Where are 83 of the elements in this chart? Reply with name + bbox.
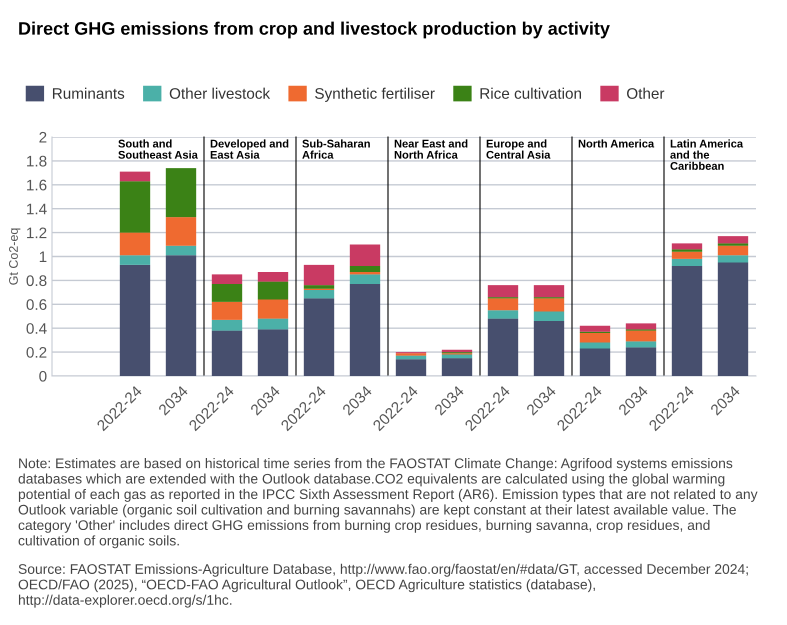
bar <box>350 266 380 272</box>
bar <box>534 311 564 322</box>
bar <box>350 274 380 284</box>
bar <box>258 329 288 376</box>
bar <box>580 326 610 332</box>
bar <box>672 258 702 266</box>
y-tick-label: 1.8 <box>27 156 46 167</box>
legend-label: Other livestock <box>170 88 270 99</box>
bar <box>442 350 472 352</box>
text: Note: Estimates are based on historical time series from the FAOSTAT Climate Change: Agrifood systems emissions databases which are extended with the Outlook database.CO2 equivalents are calculated using the global warming potential of each gas as reported in the IPCC Sixth Assessment Report (AR6). Emission types that are not related to any Outlook variable (organic soil cultivation and burning savannahs) are kept constant at their latest available value. The category 'Other' includes direct GHG emissions from burning crop residues, burning savanna, crop residues, and cultivation of organic soils. <box>18 458 758 548</box>
bar <box>166 255 196 376</box>
y-axis-title: Gt Co2-eq <box>9 228 20 285</box>
bar <box>580 348 610 376</box>
source-note: Source: FAOSTAT Emissions-Agriculture Database, http://www.fao.org/faostat/en/#data/GT, accessed December 2024; OECD/FAO (2025), “OECD-FAO Agricultural Outlook”, OECD Agriculture statistics (database), http://data-explorer.oecd.org/s/1hc. <box>18 564 748 608</box>
bar <box>672 266 702 376</box>
bar <box>626 323 656 330</box>
bar <box>442 358 472 376</box>
y-tick-label: 1.4 <box>27 204 47 214</box>
bar <box>304 290 334 298</box>
y-tick-label: 1.2 <box>27 227 46 238</box>
text: Sub-Saharan Africa <box>302 139 370 159</box>
text: Europe and Central Asia <box>486 139 550 159</box>
bar <box>166 217 196 246</box>
bar <box>166 168 196 218</box>
bar <box>120 264 150 376</box>
y-tick-label: 0.8 <box>26 275 46 286</box>
bar <box>212 302 242 320</box>
bar <box>258 300 288 319</box>
bar <box>258 272 288 282</box>
text: Latin America and the Caribbean <box>670 139 744 170</box>
bar <box>718 236 748 244</box>
bar <box>626 341 656 348</box>
bar <box>396 359 426 376</box>
bar <box>304 264 334 286</box>
bar <box>488 310 518 319</box>
y-tick-label: 0.4 <box>26 323 47 334</box>
bar <box>718 246 748 256</box>
legend-label: Synthetic fertiliser <box>315 88 435 102</box>
y-tick-label: 2 <box>39 132 46 143</box>
text: Developed and East Asia <box>210 139 288 159</box>
bar <box>120 232 150 256</box>
bar <box>580 332 610 343</box>
y-tick-label: 0 <box>39 370 47 382</box>
legend-label: Ruminants <box>52 88 124 99</box>
bar <box>580 342 610 349</box>
bar <box>672 243 702 250</box>
bar <box>350 284 380 376</box>
bar <box>304 298 334 376</box>
bar <box>304 285 334 289</box>
bar <box>212 284 242 302</box>
bar <box>350 244 380 266</box>
bar <box>718 262 748 376</box>
legend-label: Rice cultivation <box>480 88 582 99</box>
text: South and Southeast Asia <box>118 139 198 159</box>
y-tick-label: 1.6 <box>27 180 46 190</box>
legend-label: Other <box>627 88 664 99</box>
bar <box>534 321 564 376</box>
bar <box>258 318 288 330</box>
bar <box>120 255 150 265</box>
bar <box>212 330 242 376</box>
bar <box>534 285 564 298</box>
bar <box>166 246 196 256</box>
chart-subtitle: North America <box>578 139 654 148</box>
bar <box>442 354 472 358</box>
bar <box>258 282 288 300</box>
bar <box>534 298 564 312</box>
bar <box>212 320 242 331</box>
bar <box>718 255 748 262</box>
bar <box>212 274 242 284</box>
bar <box>626 330 656 342</box>
y-tick-label: 0.2 <box>26 346 46 358</box>
bar <box>488 285 518 298</box>
bar <box>120 172 150 182</box>
bar <box>488 298 518 310</box>
text: Near East and North Africa <box>394 139 468 159</box>
bar <box>488 318 518 376</box>
y-tick-label: 0.6 <box>26 299 46 310</box>
bar <box>626 347 656 376</box>
bar <box>672 252 702 259</box>
text: Direct GHG emissions from crop and livestock production by activity <box>19 22 610 38</box>
y-tick-label: 1 <box>40 252 46 262</box>
bar <box>396 356 426 360</box>
bar <box>120 181 150 233</box>
